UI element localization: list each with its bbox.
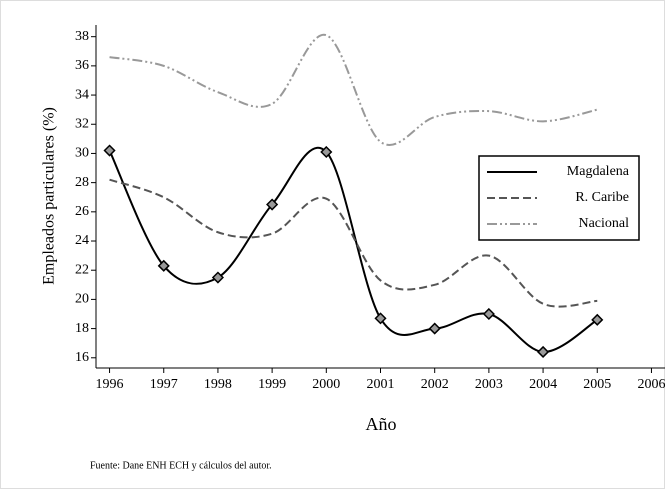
x-tick-label: 1999 [258,377,286,392]
legend-label: Nacional [578,216,629,231]
y-tick-label: 28 [75,175,89,190]
y-tick-label: 34 [75,87,89,102]
point-marker [157,259,170,272]
point-marker [537,345,550,359]
x-tick-label: 2005 [583,377,611,392]
x-tick-label: 2004 [529,377,557,392]
y-tick-label: 38 [75,29,89,44]
point-marker [103,144,116,157]
x-tick-label: 1998 [204,377,232,392]
x-tick-label: 2006 [637,377,665,392]
point-marker [482,307,495,321]
y-tick-label: 36 [75,58,89,73]
y-tick-label: 30 [75,146,89,161]
point-marker [374,312,387,325]
series-line [109,178,598,308]
point-marker [428,322,441,335]
legend-label: Magdalena [567,164,630,179]
x-tick-label: 2003 [475,377,503,392]
y-tick-label: 18 [75,321,89,336]
x-tick-label: 1997 [150,377,178,392]
x-tick-label: 2002 [421,377,449,392]
x-tick-label: 2001 [367,377,395,392]
y-tick-label: 16 [75,350,89,365]
y-tick-label: 24 [75,233,89,248]
y-tick-label: 32 [75,116,89,131]
series-line [108,146,598,353]
point-marker [320,145,333,159]
y-tick-label: 22 [75,262,89,277]
point-marker [211,271,224,284]
y-tick-label: 20 [75,292,89,307]
x-tick-label: 2000 [312,377,340,392]
point-marker [266,198,279,211]
y-tick-label: 26 [75,204,89,219]
x-tick-label: 1996 [96,377,124,392]
y-axis-label: Empleados particulares (%) [41,107,58,285]
point-marker [591,313,604,326]
series-line [109,34,598,146]
x-axis-label: Año [366,414,397,434]
source-note: Fuente: Dane ENH ECH y cálculos del auto… [90,460,272,471]
legend-label: R. Caribe [575,190,629,205]
